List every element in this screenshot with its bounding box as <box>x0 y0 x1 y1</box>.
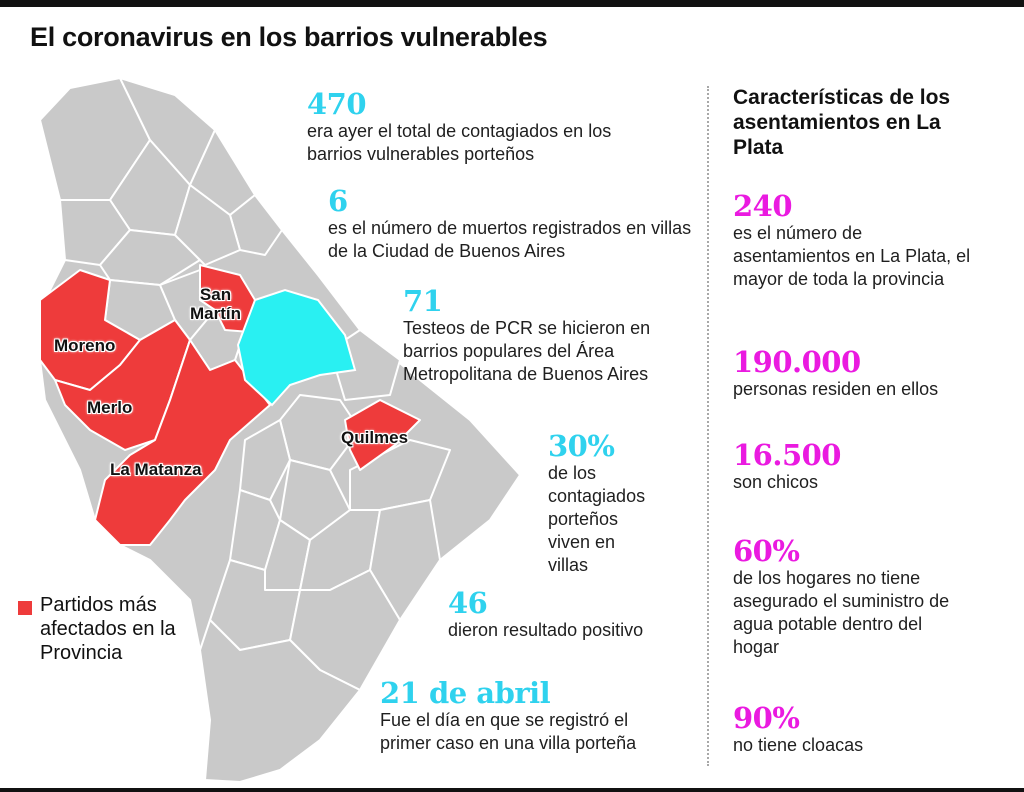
top-rule <box>0 0 1024 7</box>
stat-value: 6 <box>328 184 348 218</box>
bottom-rule <box>0 788 1024 792</box>
stat-testeos-pcr: 71 Testeos de PCR se hicieron en barrios… <box>403 285 693 386</box>
map-partido-la-matanza <box>94 339 271 546</box>
stat-chicos: 16.500 son chicos <box>733 439 983 494</box>
stat-positivos: 46 dieron resultado positivo <box>448 587 688 642</box>
conurbano-map <box>39 77 521 783</box>
map-label-san-martin: San Martín <box>190 285 241 323</box>
stat-primer-caso: 21 de abril Fue el día en que se registr… <box>380 677 680 755</box>
stat-text: son chicos <box>733 472 819 492</box>
page-title: El coronavirus en los barrios vulnerable… <box>30 22 548 52</box>
stat-agua-potable: 60% de los hogares no tiene asegurado el… <box>733 535 983 659</box>
legend-label: Partidos más afectados en la Provincia <box>40 594 176 664</box>
stat-value: 240 <box>733 189 793 223</box>
stat-text: no tiene cloacas <box>733 735 864 755</box>
stat-value: 90% <box>733 701 800 735</box>
stat-text: es el número de muertos registrados en v… <box>328 218 692 261</box>
map-label-quilmes: Quilmes <box>341 428 409 447</box>
map-label-moreno: Moreno <box>54 336 116 355</box>
stat-porcentaje-villas: 30% de los contagiados porteños viven en… <box>548 430 678 577</box>
map-partido-quilmes <box>344 399 421 471</box>
stat-text: Testeos de PCR se hicieron en barrios po… <box>403 318 651 384</box>
map-partido-north-8 <box>174 184 241 266</box>
right-column-title: Características de los asentamientos en … <box>733 86 951 159</box>
stat-text: es el número de asentamientos en La Plat… <box>733 223 971 289</box>
stat-text: dieron resultado positivo <box>448 620 644 640</box>
stat-personas: 190.000 personas residen en ellos <box>733 346 993 401</box>
stat-text: de los contagiados porteños viven en vil… <box>548 463 646 575</box>
stat-text: de los hogares no tiene asegurado el sum… <box>733 568 950 657</box>
column-divider <box>707 86 709 766</box>
stat-value: 30% <box>548 429 615 463</box>
stat-text: Fue el día en que se registró el primer … <box>380 710 637 753</box>
stat-value: 16.500 <box>733 438 842 472</box>
map-label-merlo: Merlo <box>87 398 133 417</box>
stat-text: era ayer el total de contagiados en los … <box>307 121 612 164</box>
map-caba <box>236 288 357 407</box>
stat-value: 46 <box>448 586 488 620</box>
stat-value: 190.000 <box>733 345 861 379</box>
map-label-la-matanza: La Matanza <box>110 460 202 479</box>
map-partido-south-11 <box>199 619 361 783</box>
stat-cloacas: 90% no tiene cloacas <box>733 702 983 757</box>
stat-text: personas residen en ellos <box>733 379 939 399</box>
stat-contagiados-total: 470 era ayer el total de contagiados en … <box>307 88 677 166</box>
map-partido-south-8 <box>369 499 441 621</box>
stat-value: 470 <box>307 87 367 121</box>
legend-red-swatch <box>18 601 32 615</box>
map-partido-south-2 <box>239 419 291 501</box>
stat-value: 21 de abril <box>380 676 551 710</box>
stat-value: 71 <box>403 284 443 318</box>
stat-asentamientos: 240 es el número de asentamientos en La … <box>733 190 983 291</box>
stat-value: 60% <box>733 534 800 568</box>
map-partido-san-martin <box>199 264 256 333</box>
stat-muertos: 6 es el número de muertos registrados en… <box>328 185 698 263</box>
